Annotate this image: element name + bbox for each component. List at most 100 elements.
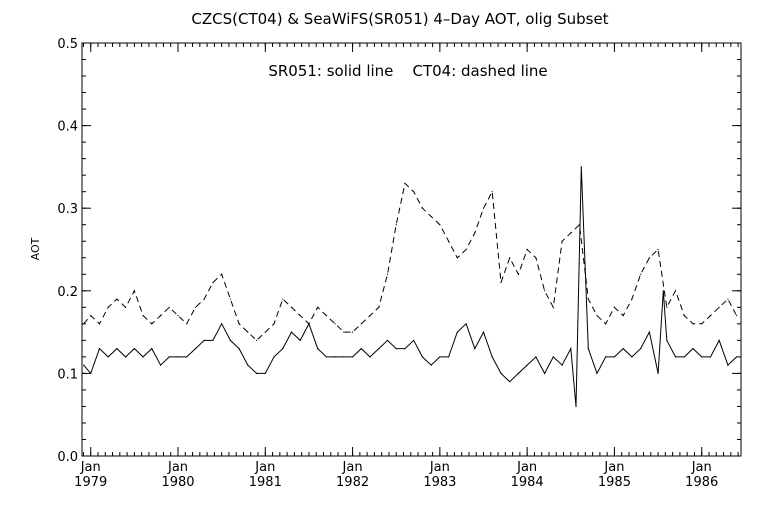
sr051-data-point [570, 348, 572, 350]
sr051-data-point [727, 364, 729, 366]
ct04-data-point [718, 306, 720, 308]
ct04-data-point [90, 314, 92, 317]
sr051-data-point [666, 339, 668, 341]
sr051-data-point [613, 356, 616, 358]
ct04-data-point [395, 224, 397, 226]
sr051-data-point [247, 364, 249, 366]
x-tick-month: Jan [603, 460, 624, 475]
x-tick-year: 1981 [249, 475, 282, 490]
ct04-data-point [491, 191, 493, 193]
sr051-data-point [159, 364, 162, 366]
ct04-data-point [570, 232, 572, 234]
ct04-data-point [83, 323, 85, 325]
ct04-data-point [308, 323, 310, 325]
sr051-data-point [491, 356, 493, 358]
sr051-data-point [343, 356, 345, 358]
ct04-data-point [386, 273, 389, 275]
ct04-data-point [142, 314, 144, 317]
sr051-data-point [509, 381, 511, 383]
ct04-data-point [194, 306, 197, 308]
ct04-data-point [351, 331, 354, 333]
ct04-data-point [631, 298, 633, 300]
sr051-data-point [421, 356, 424, 358]
ct04-data-point [229, 298, 231, 300]
ct04-data-point [430, 215, 432, 218]
sr051-data-point [221, 323, 223, 325]
ct04-data-point [561, 240, 563, 242]
sr051-data-point [83, 364, 85, 366]
sr051-data-point [334, 356, 336, 358]
sr051-data-point [552, 356, 554, 358]
ct04-data-point [151, 323, 153, 325]
ct04-data-point [692, 323, 694, 325]
ct04-data-point [247, 331, 249, 333]
x-axis-ticks: Jan1979Jan1980Jan1981Jan1982Jan1983Jan19… [74, 43, 739, 490]
ct04-data-point [474, 232, 476, 234]
ct04-data-point [587, 298, 589, 300]
y-tick-label: 0.0 [57, 450, 78, 465]
sr051-data-point [299, 339, 301, 341]
sr051-data-point [526, 364, 528, 366]
sr051-data-point [596, 372, 598, 374]
sr051-data-point [98, 348, 101, 350]
sr051-data-point [386, 339, 389, 341]
sr051-data-point [622, 348, 624, 350]
x-tick-year: 1982 [336, 475, 369, 490]
line-style-annotation: SR051: solid line CT04: dashed line [268, 62, 547, 80]
ct04-data-point [596, 314, 598, 317]
sr051-data-point [482, 331, 485, 333]
x-tick-year: 1986 [685, 475, 718, 490]
x-tick-month: Jan [80, 460, 101, 475]
y-tick-label: 0.3 [57, 202, 78, 217]
sr051-data-point [194, 348, 197, 350]
y-tick-label: 0.1 [57, 367, 78, 382]
ct04-data-point [378, 306, 380, 308]
ct04-data-point [482, 207, 485, 209]
ct04-data-point [622, 314, 624, 317]
series-ct04-dashed-line [83, 182, 738, 342]
ct04-data-point [273, 323, 275, 325]
sr051-data-point [404, 348, 406, 350]
sr051-data-point [360, 348, 362, 350]
sr051-data-point [456, 331, 458, 333]
sr051-data-point [255, 372, 258, 374]
sr051-data-point [517, 372, 520, 374]
sr051-data-point [535, 356, 537, 358]
sr051-data-point [186, 356, 188, 358]
x-tick-year: 1985 [598, 475, 631, 490]
ct04-data-point [578, 224, 581, 226]
sr051-data-point [125, 356, 127, 358]
ct04-data-point [736, 314, 738, 317]
ct04-data-point [509, 257, 511, 259]
y-axis-ticks: 0.0 0.1 0.2 0.3 0.4 0.5 [57, 37, 741, 465]
ct04-data-point [404, 182, 406, 185]
sr051-data-point [351, 356, 354, 358]
sr051-data-point [325, 356, 327, 358]
x-tick-month: Jan [691, 460, 712, 475]
y-axis-label: AOT [29, 237, 42, 260]
ct04-data-point [360, 323, 362, 325]
ct04-data-point [544, 290, 546, 292]
ct04-data-point [605, 323, 607, 325]
ct04-data-point [535, 257, 537, 259]
sr051-data-point [90, 372, 92, 374]
ct04-data-point [413, 191, 415, 193]
ct04-data-point [317, 306, 319, 308]
ct04-data-point [517, 273, 520, 275]
ct04-data-point [701, 323, 703, 325]
ct04-data-point [168, 306, 170, 308]
x-tick-month: Jan [429, 460, 450, 475]
x-tick-month: Jan [342, 460, 363, 475]
sr051-data-point [683, 356, 685, 358]
ct04-data-point [186, 323, 188, 325]
sr051-data-point [447, 356, 450, 358]
ct04-data-point [212, 281, 214, 284]
sr051-data-point [736, 356, 738, 358]
ct04-data-point [159, 314, 162, 317]
sr051-data-point [229, 339, 231, 341]
sr051-data-point [238, 348, 240, 350]
ct04-data-point [456, 257, 458, 259]
chart-title: CZCS(CT04) & SeaWiFS(SR051) 4–Day AOT, o… [191, 10, 608, 28]
sr051-data-point [575, 405, 577, 408]
